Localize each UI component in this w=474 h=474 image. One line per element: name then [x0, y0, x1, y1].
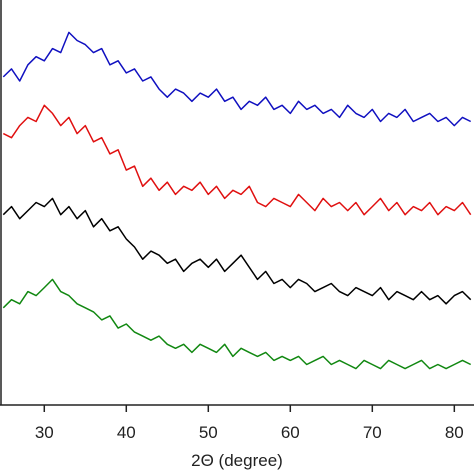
x-tick-label: 50	[199, 423, 218, 442]
data-line	[2, 31, 472, 127]
x-tick-label: 80	[445, 423, 464, 442]
x-tick-label: 30	[35, 423, 54, 442]
x-tick-label: 60	[281, 423, 300, 442]
data-line	[2, 104, 472, 216]
x-tick-label: 70	[363, 423, 382, 442]
x-axis-label: 2Θ (degree)	[191, 451, 283, 470]
data-line	[2, 197, 472, 305]
data-line	[2, 278, 472, 370]
x-tick-label: 40	[117, 423, 136, 442]
